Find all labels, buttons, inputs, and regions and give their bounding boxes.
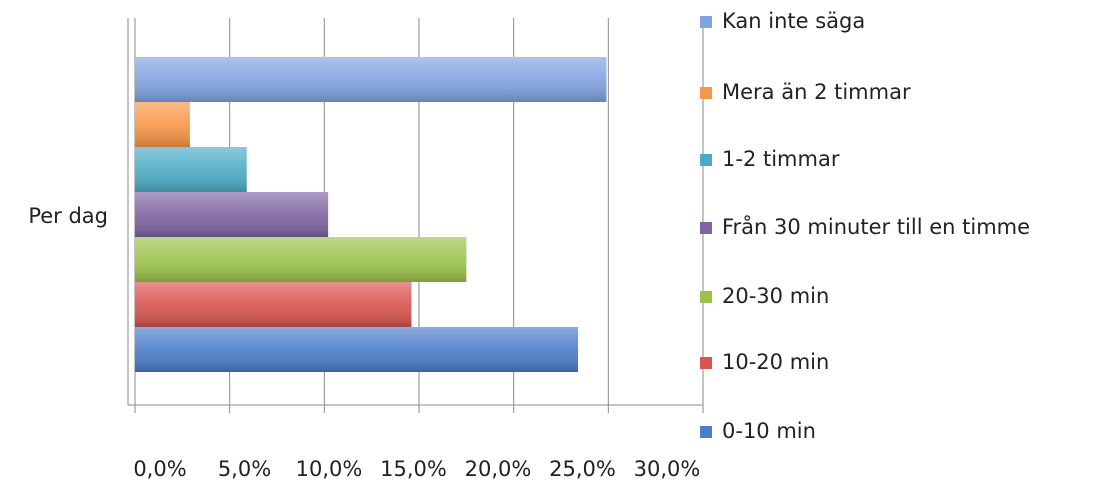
legend-swatch	[700, 154, 712, 166]
x-tick-label: 0,0%	[133, 457, 186, 481]
legend-swatch	[700, 222, 712, 234]
bar-shine	[135, 192, 329, 237]
bar-shine	[135, 102, 190, 147]
x-tick-label: 10,0%	[296, 457, 363, 481]
legend-swatch	[700, 291, 712, 303]
legend-label: Från 30 minuter till en timme	[722, 214, 1030, 239]
legend-swatch	[700, 426, 712, 438]
legend-swatch	[700, 357, 712, 369]
bar-shine	[135, 57, 607, 102]
legend-label: Kan inte säga	[722, 9, 865, 33]
legend-label: 0-10 min	[722, 419, 816, 443]
bar-shine	[135, 327, 579, 372]
legend-label: 20-30 min	[722, 284, 829, 308]
legend-swatch	[700, 16, 712, 28]
x-tick-label: 30,0%	[634, 457, 701, 481]
x-tick-label: 20,0%	[465, 457, 532, 481]
bar-shine	[135, 282, 412, 327]
legend-label: 10-20 min	[722, 350, 829, 374]
x-tick-label: 25,0%	[549, 457, 616, 481]
legend-swatch	[700, 87, 712, 99]
x-tick-label: 5,0%	[218, 457, 271, 481]
legend-label: Mera än 2 timmar	[722, 80, 911, 104]
legend-label: 1-2 timmar	[722, 147, 840, 171]
bar-shine	[135, 237, 467, 282]
y-tick-label: Per dag	[28, 204, 108, 228]
bar-shine	[135, 147, 247, 192]
x-tick-label: 15,0%	[380, 457, 447, 481]
